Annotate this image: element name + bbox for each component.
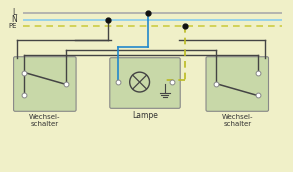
Text: Wechsel-
schalter: Wechsel- schalter xyxy=(222,114,253,127)
FancyBboxPatch shape xyxy=(206,57,268,111)
Text: PE: PE xyxy=(9,24,17,29)
FancyBboxPatch shape xyxy=(110,58,180,108)
Text: Wechsel-
schalter: Wechsel- schalter xyxy=(29,114,61,127)
FancyBboxPatch shape xyxy=(13,57,76,111)
Text: N: N xyxy=(11,15,17,24)
Text: L: L xyxy=(12,8,16,17)
Text: Lampe: Lampe xyxy=(132,111,158,120)
